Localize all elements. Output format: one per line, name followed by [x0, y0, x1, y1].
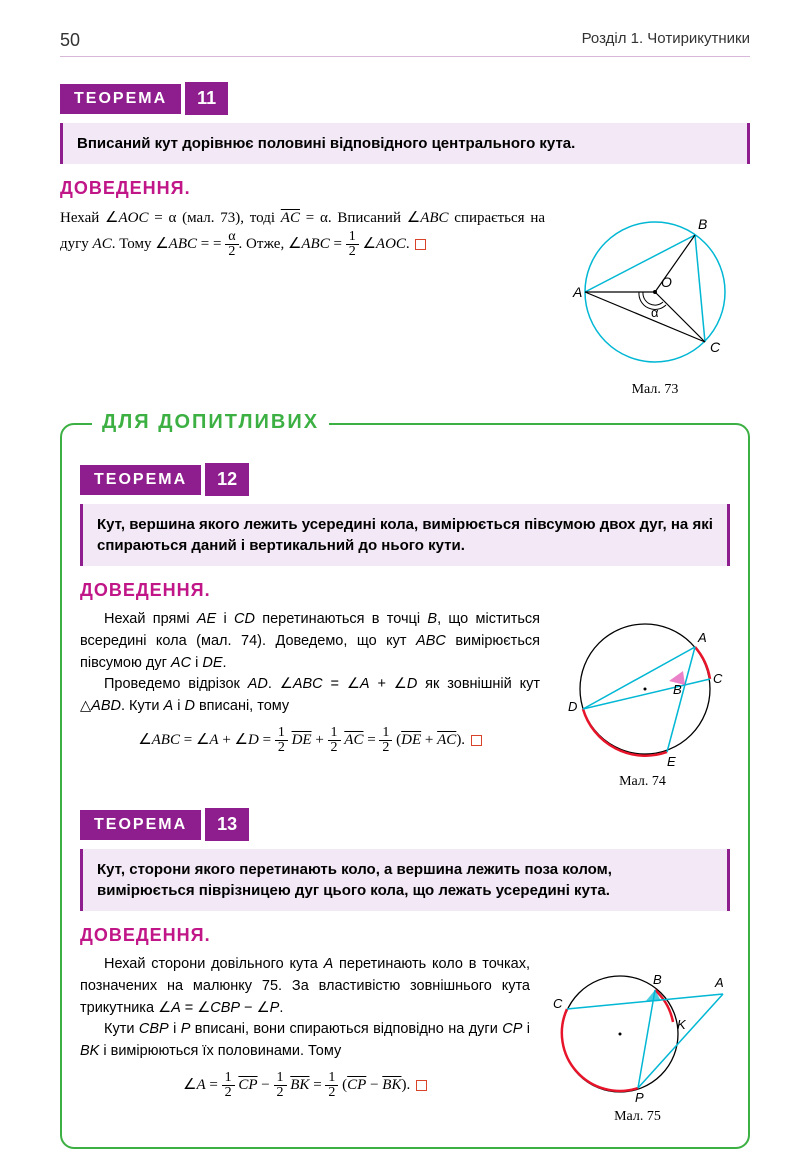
- svg-text:B: B: [698, 216, 707, 232]
- figure-73: A B C O α Мал. 73: [560, 207, 750, 398]
- svg-text:O: O: [661, 274, 672, 290]
- page-header: 50 Розділ 1. Чотирикутники: [60, 30, 750, 57]
- svg-text:C: C: [713, 671, 723, 686]
- svg-text:K: K: [677, 1017, 687, 1032]
- proof-13-title: ДОВЕДЕННЯ.: [80, 925, 730, 946]
- svg-text:D: D: [568, 699, 577, 714]
- theorem-number: 13: [205, 808, 249, 841]
- figure-75-svg: A B C K P: [545, 954, 730, 1104]
- theorem-label: ТЕОРЕМА: [80, 465, 201, 495]
- qed-icon: [416, 1080, 427, 1091]
- theorem-13-statement: Кут, сторони якого перетинають коло, а в…: [80, 849, 730, 911]
- svg-text:C: C: [553, 996, 563, 1011]
- chapter-title: Розділ 1. Чотирикутники: [582, 30, 750, 51]
- theorem-11-statement: Вписаний кут дорівнює половині відповідн…: [60, 123, 750, 164]
- theorem-number: 12: [205, 463, 249, 496]
- figure-75: A B C K P Мал. 75: [545, 954, 730, 1125]
- svg-text:A: A: [697, 630, 707, 645]
- proof-11-text: Нехай ∠AOC = α (мал. 73), тоді AC = α. В…: [60, 207, 545, 398]
- proof-12-row: Нехай прямі AE і CD перетинаються в точц…: [80, 609, 730, 790]
- formula-12: ∠ABC = ∠A + ∠D = 12 DE + 12 AC = 12 (DE …: [80, 726, 540, 755]
- theorem-label: ТЕОРЕМА: [60, 84, 181, 114]
- svg-text:α: α: [651, 305, 659, 320]
- page-number: 50: [60, 30, 80, 51]
- figure-74-svg: A C B D E: [555, 609, 730, 769]
- proof-11-title: ДОВЕДЕННЯ.: [60, 178, 750, 199]
- proof-13-row: Нехай сторони довільного кута A перетина…: [80, 954, 730, 1125]
- svg-text:A: A: [572, 284, 582, 300]
- qed-icon: [415, 239, 426, 250]
- svg-text:C: C: [710, 339, 721, 355]
- proof-11-row: Нехай ∠AOC = α (мал. 73), тоді AC = α. В…: [60, 207, 750, 398]
- figure-73-svg: A B C O α: [565, 207, 745, 377]
- theorem-12-statement: Кут, вершина якого лежить усередині кола…: [80, 504, 730, 566]
- svg-text:B: B: [673, 682, 682, 697]
- theorem-11-tag: ТЕОРЕМА 11: [60, 82, 228, 115]
- figure-74-caption: Мал. 74: [555, 774, 730, 790]
- theorem-label: ТЕОРЕМА: [80, 810, 201, 840]
- figure-74: A C B D E Мал. 74: [555, 609, 730, 790]
- figure-73-caption: Мал. 73: [560, 382, 750, 398]
- proof-13-text: Нехай сторони довільного кута A перетина…: [80, 954, 530, 1125]
- curious-title: ДЛЯ ДОПИТЛИВИХ: [92, 411, 329, 434]
- formula-13: ∠A = 12 CP − 12 BK = 12 (CP − BK).: [80, 1071, 530, 1100]
- qed-icon: [471, 735, 482, 746]
- theorem-13-tag: ТЕОРЕМА 13: [80, 808, 249, 841]
- proof-12-title: ДОВЕДЕННЯ.: [80, 580, 730, 601]
- svg-text:E: E: [667, 754, 676, 769]
- svg-text:P: P: [635, 1090, 644, 1104]
- proof-12-text: Нехай прямі AE і CD перетинаються в точц…: [80, 609, 540, 790]
- theorem-number: 11: [185, 82, 228, 115]
- figure-75-caption: Мал. 75: [545, 1109, 730, 1125]
- curious-section: ДЛЯ ДОПИТЛИВИХ ТЕОРЕМА 12 Кут, вершина я…: [60, 423, 750, 1149]
- svg-text:A: A: [714, 975, 724, 990]
- theorem-12-tag: ТЕОРЕМА 12: [80, 463, 249, 496]
- svg-text:B: B: [653, 972, 662, 987]
